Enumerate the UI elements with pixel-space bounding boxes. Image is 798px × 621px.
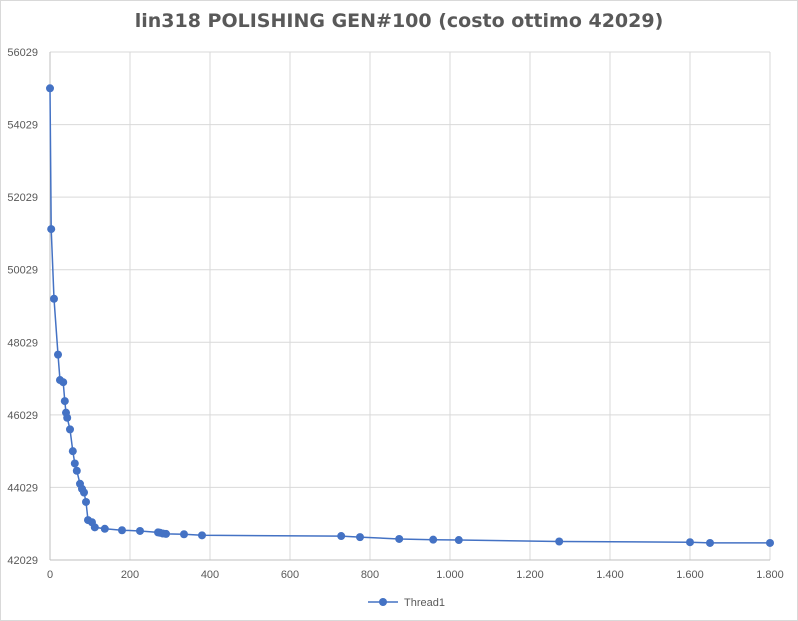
data-point xyxy=(47,225,56,234)
data-point xyxy=(100,524,109,533)
data-point xyxy=(90,523,99,532)
data-point xyxy=(82,497,90,506)
data-point xyxy=(180,530,188,539)
data-point xyxy=(70,459,79,468)
data-point xyxy=(60,397,69,406)
legend-marker xyxy=(379,598,387,606)
data-point xyxy=(766,538,774,547)
data-point xyxy=(356,533,364,542)
x-tick-label: 0 xyxy=(47,569,53,581)
x-axis-ticks: 0 200 400 600 800 1.000 1.200 1.400 1.600 1.800 xyxy=(47,569,784,581)
legend: Thread1 xyxy=(368,597,445,609)
data-point xyxy=(59,378,68,387)
data-point xyxy=(555,537,564,546)
data-point xyxy=(162,529,170,538)
data-point xyxy=(337,532,346,541)
data-point xyxy=(66,425,74,434)
data-point xyxy=(46,84,54,93)
y-tick-label: 50029 xyxy=(7,265,38,277)
y-tick-label: 44029 xyxy=(7,482,38,494)
data-point xyxy=(706,538,714,547)
series-line xyxy=(49,88,770,544)
y-tick-label: 54029 xyxy=(7,120,38,132)
data-point xyxy=(118,526,126,535)
data-point xyxy=(429,535,438,544)
y-tick-label: 56029 xyxy=(7,47,38,59)
y-tick-label: 42029 xyxy=(7,555,38,567)
x-tick-label: 1.600 xyxy=(676,569,704,581)
data-point xyxy=(63,413,72,422)
data-point xyxy=(54,350,62,359)
chart-title: lin318 POLISHING GEN#100 (costo ottimo 4… xyxy=(134,10,664,32)
x-tick-label: 1.000 xyxy=(436,569,464,581)
x-tick-label: 600 xyxy=(281,569,299,581)
legend-label: Thread1 xyxy=(404,597,445,609)
y-axis-ticks: 42029 44029 46029 48029 50029 52029 54029 56029 xyxy=(7,47,38,567)
x-tick-label: 800 xyxy=(361,569,379,581)
x-tick-label: 1.200 xyxy=(516,569,544,581)
data-point xyxy=(395,534,404,543)
x-tick-label: 1.400 xyxy=(596,569,624,581)
y-tick-label: 52029 xyxy=(7,192,38,204)
gridlines xyxy=(49,51,771,561)
data-point xyxy=(50,294,58,303)
data-point xyxy=(80,488,88,497)
data-point xyxy=(454,536,463,545)
data-point xyxy=(686,538,694,547)
x-tick-label: 200 xyxy=(121,569,139,581)
data-point xyxy=(68,447,77,456)
x-tick-label: 1.800 xyxy=(756,569,784,581)
y-tick-label: 46029 xyxy=(7,410,38,422)
data-point xyxy=(198,531,206,540)
x-tick-label: 400 xyxy=(201,569,219,581)
data-point xyxy=(136,526,144,535)
data-point xyxy=(72,466,81,475)
y-tick-label: 48029 xyxy=(7,337,38,349)
series-group xyxy=(46,84,774,547)
